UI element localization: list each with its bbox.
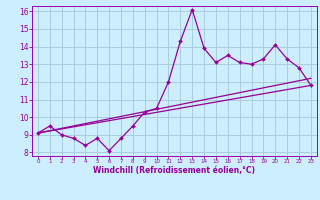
X-axis label: Windchill (Refroidissement éolien,°C): Windchill (Refroidissement éolien,°C) — [93, 166, 255, 175]
